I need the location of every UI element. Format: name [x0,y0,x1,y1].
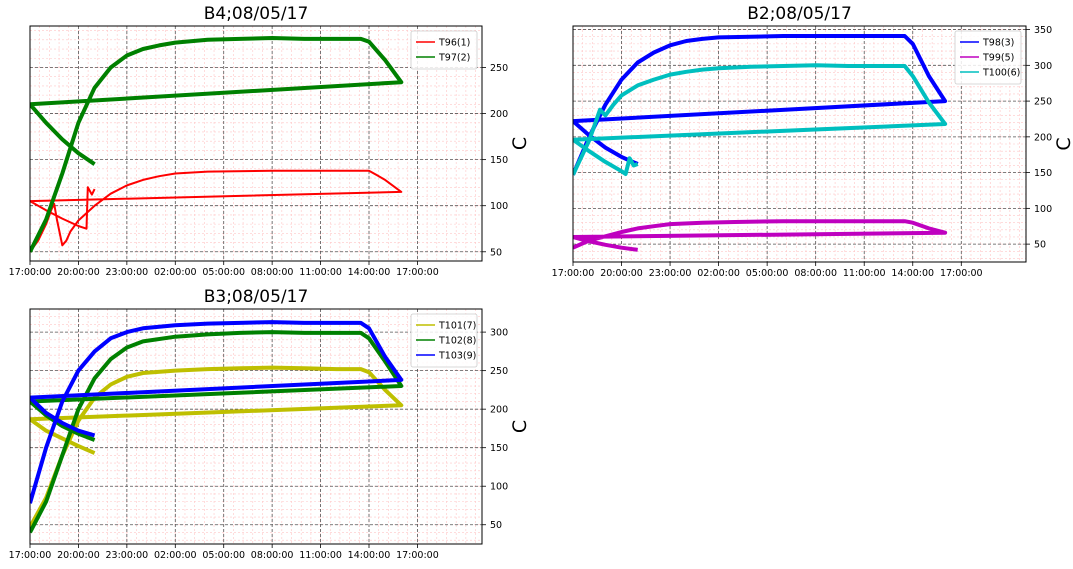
chart-title: B3;08/05/17 [204,287,309,307]
x-tick-label: 02:00:00 [154,550,197,561]
y-tick-label: 350 [1034,25,1052,36]
x-tick-label: 17:00:00 [9,267,52,278]
y-tick-label: 300 [490,328,508,339]
y-axis-label: C [1053,137,1073,150]
legend-label: T101(7) [438,321,476,332]
plot-frame [29,25,483,262]
y-axis-label: C [509,137,531,150]
x-tick-label: 23:00:00 [649,268,692,279]
x-tick-label: 23:00:00 [106,267,149,278]
y-tick-label: 100 [1034,204,1052,215]
chart-3: 17:00:00 20:00:00 23:00:00 02:00:00 05:00:00… [9,287,531,561]
y-tick-label: 50 [1034,240,1046,251]
chart-1: 17:00:00 20:00:00 23:00:00 02:00:00 05:00:00… [9,4,531,278]
legend: T96(1) T97(2) [410,30,478,70]
x-tick-label: 08:00:00 [794,268,837,279]
legend-box [410,313,478,368]
y-tick-label: 200 [1034,132,1052,143]
legend-label: T96(1) [438,38,470,49]
y-tick-label: 200 [490,109,508,120]
y-tick-label: 50 [490,520,502,531]
legend-label: T97(2) [438,53,470,64]
x-tick-label: 14:00:00 [348,267,391,278]
chart-title: B2;08/05/17 [747,4,852,24]
legend-label: T100(6) [982,68,1020,79]
legend-box [410,30,478,70]
series-line-T99(5) [573,219,948,252]
legend-label: T103(9) [438,351,476,362]
legend-label: T99(5) [982,53,1014,64]
x-tick-label: 14:00:00 [891,268,934,279]
x-tick-label: 14:00:00 [348,550,391,561]
series-line-T101(7) [30,365,404,528]
chart-2: 17:00:00 20:00:00 23:00:00 02:00:00 05:00:00… [552,4,1073,279]
series-line-T96(1) [30,169,403,253]
chart-title: B4;08/05/17 [204,4,309,24]
x-tick-label: 05:00:00 [746,268,789,279]
x-tick-label: 02:00:00 [697,268,740,279]
y-axis-label: C [509,420,531,433]
x-tick-label: 20:00:00 [57,550,100,561]
series-line-T100(6) [573,63,948,176]
series-line-T98(3) [573,34,948,176]
x-tick-label: 17:00:00 [396,550,439,561]
x-tick-label: 17:00:00 [396,267,439,278]
y-tick-label: 50 [490,247,502,258]
legend-label: T98(3) [982,38,1014,49]
legend: T98(3) T99(5) T100(6) [954,30,1022,85]
y-tick-label: 150 [490,155,508,166]
y-tick-label: 300 [1034,61,1052,72]
x-tick-label: 08:00:00 [251,550,294,561]
legend: T101(7) T102(8) T103(9) [410,313,478,368]
x-tick-label: 23:00:00 [106,550,149,561]
x-tick-label: 11:00:00 [843,268,886,279]
x-tick-label: 11:00:00 [299,267,342,278]
x-tick-label: 17:00:00 [940,268,983,279]
x-tick-label: 20:00:00 [600,268,643,279]
x-tick-label: 05:00:00 [202,267,245,278]
y-tick-label: 100 [490,482,508,493]
y-tick-label: 250 [1034,97,1052,108]
x-tick-label: 02:00:00 [154,267,197,278]
y-tick-label: 100 [490,201,508,212]
y-tick-label: 200 [490,405,508,416]
y-tick-label: 150 [1034,168,1052,179]
x-tick-label: 20:00:00 [57,267,100,278]
plot-frame [29,308,483,545]
y-tick-label: 150 [490,443,508,454]
legend-label: T102(8) [438,336,476,347]
plot-frame [572,25,1027,263]
y-tick-label: 250 [490,366,508,377]
legend-box [954,30,1022,85]
x-tick-label: 17:00:00 [9,550,52,561]
x-tick-label: 05:00:00 [202,550,245,561]
series-line-T102(8) [30,330,404,534]
x-tick-label: 08:00:00 [251,267,294,278]
x-tick-label: 11:00:00 [299,550,342,561]
y-tick-label: 250 [490,63,508,74]
x-tick-label: 17:00:00 [552,268,595,279]
series-line-T97(2) [30,36,404,253]
series-line-T103(9) [30,320,404,504]
